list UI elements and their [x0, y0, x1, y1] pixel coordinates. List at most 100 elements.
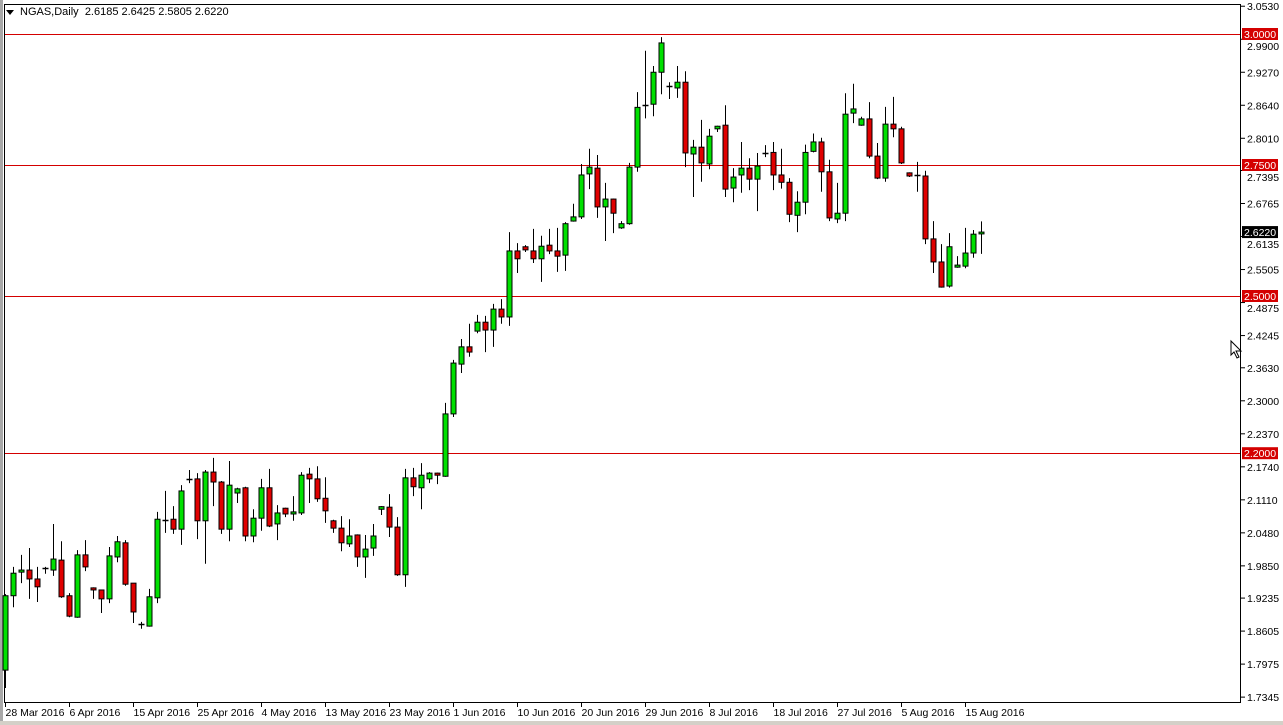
candle-body-bull — [970, 233, 977, 254]
candle — [578, 163, 585, 219]
candle-body-bear — [922, 175, 929, 240]
candle-body-bear — [58, 559, 65, 598]
candle — [754, 152, 761, 212]
candle — [778, 148, 785, 189]
candle — [538, 235, 545, 282]
candle — [18, 554, 25, 584]
candle-body-bull — [586, 166, 593, 175]
candle — [826, 159, 833, 222]
candle — [106, 546, 113, 604]
candle-body-bull — [378, 506, 385, 510]
candle-body-bear — [554, 250, 561, 257]
symbol-timeframe: NGAS,Daily — [20, 6, 79, 18]
candle — [410, 467, 417, 497]
candle — [386, 494, 393, 538]
candle — [362, 534, 369, 578]
y-tick-label: 2.8010 — [1247, 133, 1279, 145]
candle-body-bull — [458, 346, 465, 365]
candle — [586, 148, 593, 190]
candle-body-bull — [506, 250, 513, 318]
price-label-box — [1242, 28, 1278, 40]
candle-body-bear — [218, 481, 225, 530]
candle — [954, 256, 961, 268]
candle-body-bear — [874, 155, 881, 179]
candle-body-bear — [682, 81, 689, 154]
candle-body-bear — [210, 471, 217, 483]
y-tick-label: 2.3630 — [1247, 363, 1279, 375]
candle — [490, 303, 497, 347]
candle-body-bear — [938, 261, 945, 288]
candle-body-bull — [618, 223, 625, 229]
candles — [2, 37, 985, 688]
candle-body-bull — [450, 362, 457, 415]
candle — [58, 541, 65, 598]
candle — [626, 162, 633, 225]
y-tick-label: 1.7345 — [1247, 692, 1279, 704]
candle — [130, 582, 137, 623]
candle-body-bear — [778, 174, 785, 183]
candle — [282, 507, 289, 518]
candle — [866, 102, 873, 159]
candle-body-bull — [730, 176, 737, 189]
y-tick-label: 1.9850 — [1247, 561, 1279, 573]
candle-body-bull — [538, 245, 545, 260]
candle — [562, 222, 569, 271]
candle — [98, 589, 105, 614]
y-tick-label: 2.5505 — [1247, 265, 1279, 277]
candle-body-bull — [634, 106, 641, 168]
candle-body-bull — [954, 264, 961, 268]
price-label: 2.7500 — [1244, 160, 1276, 172]
candle-body-bear — [242, 487, 249, 537]
candle — [762, 145, 769, 158]
candle-body-bear — [818, 141, 825, 173]
candle-body-bull — [850, 108, 857, 114]
price-label-box — [1242, 290, 1278, 302]
candle-body-bull — [754, 165, 761, 180]
candle — [522, 245, 529, 252]
candle-body-bull — [2, 595, 9, 671]
candle-body-bull — [650, 71, 657, 105]
candle — [354, 534, 361, 567]
candle-body-bear — [906, 172, 913, 177]
candle — [258, 478, 265, 531]
candle-body-bear — [890, 123, 897, 130]
candle-body-bull — [978, 231, 985, 235]
candle — [482, 315, 489, 353]
candle-body-bull — [858, 118, 865, 126]
candle — [978, 221, 985, 254]
candle — [834, 182, 841, 224]
candle — [962, 227, 969, 269]
candle — [10, 566, 17, 608]
y-tick-label: 2.0480 — [1247, 528, 1279, 540]
candle — [698, 119, 705, 182]
candle-body-bull — [154, 518, 161, 599]
candle-body-bull — [882, 123, 889, 179]
candle-body-bear — [354, 534, 361, 558]
candle — [194, 473, 201, 540]
x-tick-label: 4 May 2016 — [262, 707, 317, 719]
candle — [458, 338, 465, 374]
candle-body-bull — [418, 474, 425, 489]
candle — [602, 182, 609, 241]
candle-body-bull — [250, 517, 257, 537]
candle — [730, 168, 737, 203]
x-tick-label: 5 Aug 2016 — [902, 707, 955, 719]
candle-body-bear — [546, 244, 553, 252]
candle — [34, 566, 41, 603]
candle-body-bull — [946, 246, 953, 287]
candle-body-bear — [522, 246, 529, 251]
candle-body-bear — [66, 595, 73, 617]
candle — [426, 472, 433, 484]
y-tick-label: 1.8605 — [1247, 626, 1279, 638]
candle — [610, 198, 617, 234]
price-label-box — [1242, 447, 1278, 460]
candle — [218, 480, 225, 534]
candle-body-bull — [226, 484, 233, 530]
triangle-down-icon[interactable] — [6, 10, 14, 15]
candle — [914, 161, 921, 192]
candle-body-bear — [594, 167, 601, 208]
plot-frame — [4, 4, 1241, 703]
candle-body-bull — [810, 141, 817, 152]
candle-body-bull — [426, 472, 433, 480]
